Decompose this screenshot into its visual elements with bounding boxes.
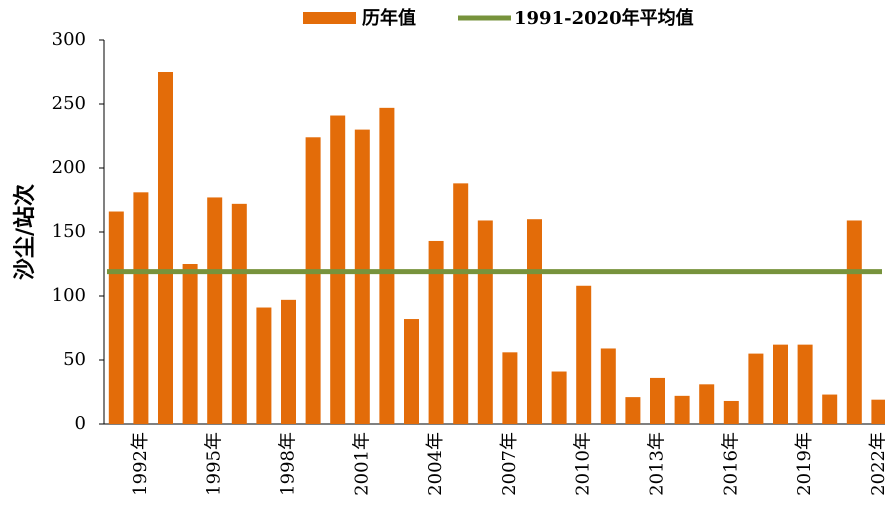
bar bbox=[477, 220, 493, 424]
x-tick-label: 2013年 bbox=[647, 432, 668, 496]
y-tick-label: 200 bbox=[52, 157, 86, 178]
bar bbox=[822, 394, 838, 424]
bar bbox=[281, 299, 296, 424]
bar bbox=[108, 211, 124, 424]
legend-swatch bbox=[303, 12, 356, 24]
legend-label: 1991-2020年平均值 bbox=[514, 7, 694, 29]
x-tick-label: 1992年 bbox=[130, 432, 151, 496]
x-tick-label: 2001年 bbox=[351, 432, 372, 496]
bar bbox=[871, 399, 885, 424]
x-tick-label: 2022年 bbox=[868, 432, 885, 496]
bar bbox=[674, 395, 690, 424]
y-tick-label: 150 bbox=[52, 221, 86, 242]
x-tick-label: 2016年 bbox=[720, 432, 741, 496]
legend-label: 历年值 bbox=[362, 7, 416, 29]
bar bbox=[600, 348, 616, 424]
y-tick-label: 250 bbox=[52, 93, 86, 114]
x-tick-label: 1995年 bbox=[204, 432, 225, 496]
bar bbox=[846, 220, 862, 424]
y-tick-label: 50 bbox=[63, 349, 86, 370]
bar bbox=[404, 319, 419, 424]
bar bbox=[231, 203, 247, 424]
bar bbox=[748, 353, 764, 424]
bar bbox=[502, 352, 518, 424]
y-tick-label: 100 bbox=[52, 285, 86, 306]
bar bbox=[625, 397, 641, 424]
y-tick-label: 0 bbox=[75, 413, 86, 434]
bar bbox=[354, 129, 370, 424]
bar bbox=[305, 137, 321, 424]
bar bbox=[256, 307, 272, 424]
bar bbox=[650, 377, 665, 424]
x-tick-label: 2019年 bbox=[794, 432, 815, 496]
bar bbox=[453, 183, 469, 424]
bar bbox=[723, 400, 739, 424]
y-tick-label: 300 bbox=[52, 29, 86, 50]
x-tick-label: 2004年 bbox=[425, 432, 446, 496]
bar bbox=[207, 197, 223, 424]
bar bbox=[797, 344, 813, 424]
bar bbox=[551, 371, 567, 424]
bar bbox=[527, 219, 542, 424]
x-tick-label: 2007年 bbox=[499, 432, 520, 496]
bar bbox=[699, 384, 715, 424]
bar bbox=[773, 344, 788, 424]
bar bbox=[428, 240, 444, 424]
bar bbox=[379, 107, 395, 424]
x-tick-label: 1998年 bbox=[278, 432, 299, 496]
bar bbox=[576, 285, 592, 424]
bar bbox=[133, 192, 149, 424]
bar bbox=[158, 72, 173, 424]
x-tick-label: 2010年 bbox=[573, 432, 594, 496]
bar bbox=[182, 264, 198, 424]
y-axis-label: 沙尘/站次 bbox=[12, 184, 38, 280]
